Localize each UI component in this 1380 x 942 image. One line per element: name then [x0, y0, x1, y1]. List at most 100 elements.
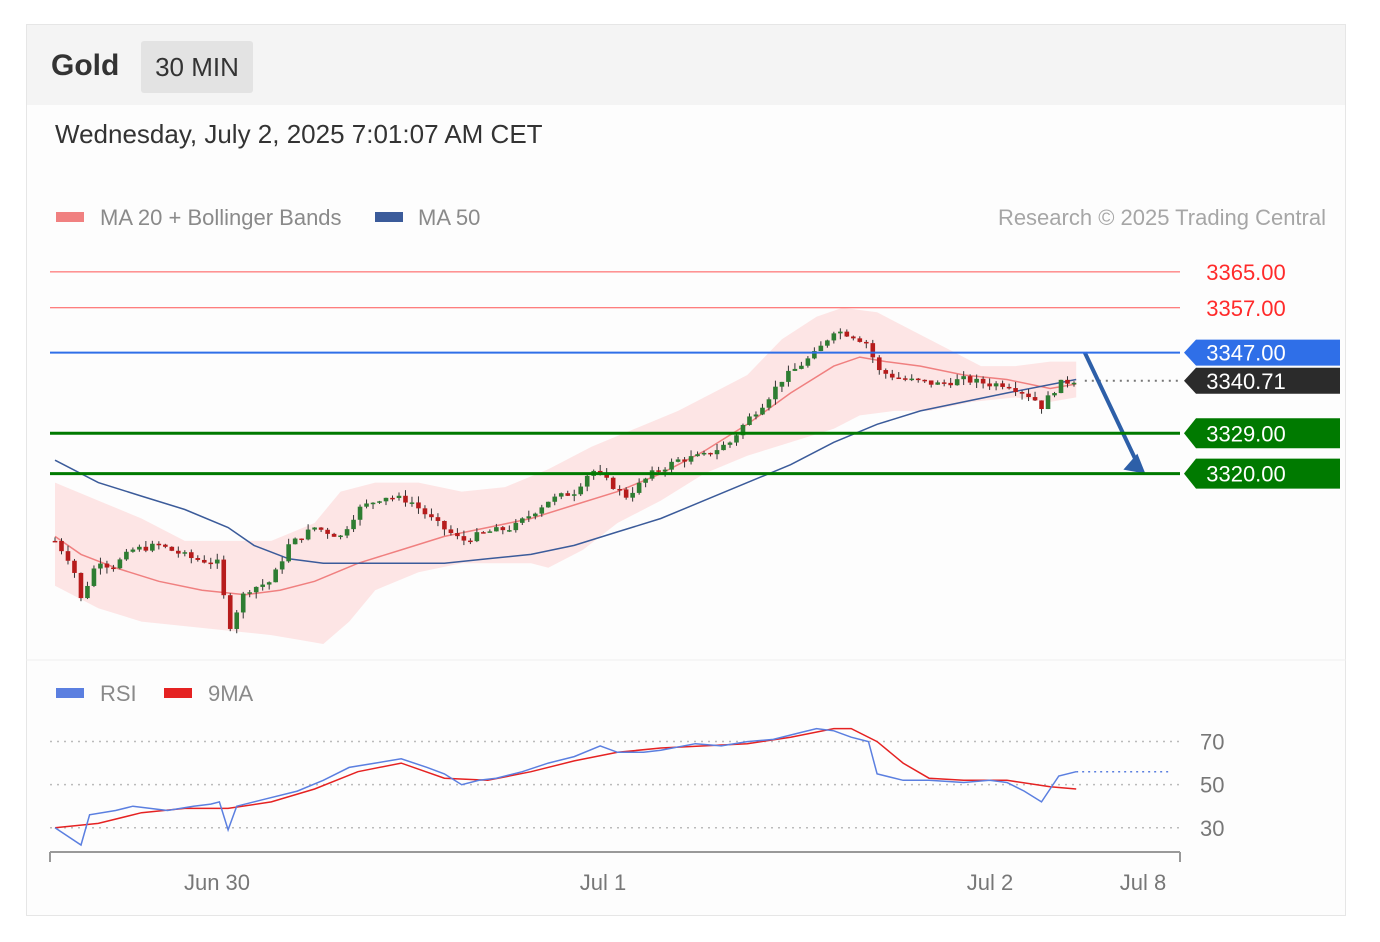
candle: [825, 339, 830, 348]
candle-body: [227, 595, 233, 629]
candle: [1065, 376, 1070, 388]
period-selector[interactable]: 30 MIN: [141, 41, 253, 93]
candle-body: [552, 496, 558, 502]
candle-body: [150, 543, 155, 551]
candle: [961, 371, 966, 386]
price-panel: [52, 307, 1180, 644]
candle: [967, 374, 973, 385]
candle: [455, 528, 460, 540]
candle-body: [98, 563, 103, 569]
candle: [130, 547, 136, 553]
candle: [292, 537, 298, 545]
candle-body: [448, 529, 454, 534]
candle-body: [727, 442, 733, 445]
candle-body: [786, 370, 791, 382]
candle-body: [260, 584, 265, 587]
candle: [370, 502, 376, 510]
candle: [468, 538, 473, 545]
candle-body: [195, 558, 201, 560]
candle-body: [130, 549, 136, 552]
candle-body: [617, 488, 622, 491]
candle-body: [571, 494, 577, 496]
candle: [234, 609, 240, 634]
candle-body: [967, 376, 973, 383]
candle: [584, 474, 590, 492]
candle: [461, 530, 467, 546]
rsi-level-50-label: 50: [1200, 773, 1224, 798]
candle-body: [247, 592, 253, 594]
candle: [993, 381, 999, 391]
candle-body: [805, 358, 811, 366]
candle-body: [753, 414, 759, 417]
candle: [325, 527, 330, 539]
candle-body: [507, 530, 512, 532]
candle: [643, 477, 648, 488]
candle-body: [1071, 382, 1077, 385]
candle: [558, 492, 564, 500]
candle: [688, 450, 694, 465]
candle-body: [273, 569, 278, 583]
candle-body: [143, 546, 149, 551]
candle: [1058, 379, 1064, 394]
rsi-legend: RSI 9MA: [56, 681, 254, 706]
candle-body: [253, 586, 259, 593]
candle-body: [104, 563, 110, 568]
candle-body: [896, 377, 902, 380]
candle: [65, 545, 71, 565]
candle-body: [91, 568, 97, 586]
candle-body: [299, 538, 304, 541]
candle-body: [370, 502, 376, 505]
candle-body: [487, 531, 493, 533]
candle: [520, 517, 525, 526]
candle-body: [558, 493, 564, 497]
candle: [500, 525, 506, 535]
candle: [792, 363, 798, 372]
candle-body: [597, 470, 603, 474]
candle-body: [714, 450, 720, 455]
candle-body: [760, 407, 765, 415]
candle-body: [137, 546, 142, 550]
candle: [1019, 390, 1025, 400]
candle-body: [948, 382, 953, 386]
candle-body: [545, 501, 551, 508]
candle-body: [578, 486, 584, 495]
candle: [429, 508, 434, 521]
candle-body: [1065, 379, 1070, 384]
candle-body: [766, 399, 772, 408]
ma20-line: [54, 356, 1077, 596]
candle-body: [941, 382, 947, 384]
candle-body: [318, 527, 324, 530]
ma50-legend-swatch: [375, 212, 403, 222]
candle-body: [474, 532, 480, 542]
candle-body: [876, 357, 882, 371]
ma20-legend-label: MA 20 + Bollinger Bands: [100, 205, 342, 230]
candle-body: [675, 459, 681, 462]
support-1-tag: [1184, 418, 1340, 449]
candle-body: [500, 527, 506, 531]
candle-body: [539, 507, 545, 514]
candle: [1071, 381, 1077, 387]
candle: [124, 548, 129, 561]
candle-body: [1006, 386, 1012, 389]
support-2-tag: [1184, 458, 1340, 489]
candle: [338, 534, 343, 540]
candle: [935, 380, 940, 385]
resistance-1-level: 3357.00: [50, 296, 1286, 321]
candle: [760, 403, 765, 416]
candle-body: [863, 341, 869, 344]
candle-body: [429, 514, 434, 518]
candle: [708, 452, 713, 457]
x-tick-label: Jul 2: [967, 870, 1013, 895]
candle: [753, 411, 759, 420]
candle-body: [682, 459, 687, 462]
candle-body: [909, 378, 915, 381]
candle-body: [857, 338, 863, 342]
candle: [448, 525, 454, 536]
candle: [974, 374, 979, 389]
candle-body: [409, 502, 415, 504]
candle: [876, 355, 882, 375]
candle-body: [915, 378, 921, 381]
last-price-tag: [1184, 367, 1340, 394]
candle-body: [623, 489, 629, 498]
